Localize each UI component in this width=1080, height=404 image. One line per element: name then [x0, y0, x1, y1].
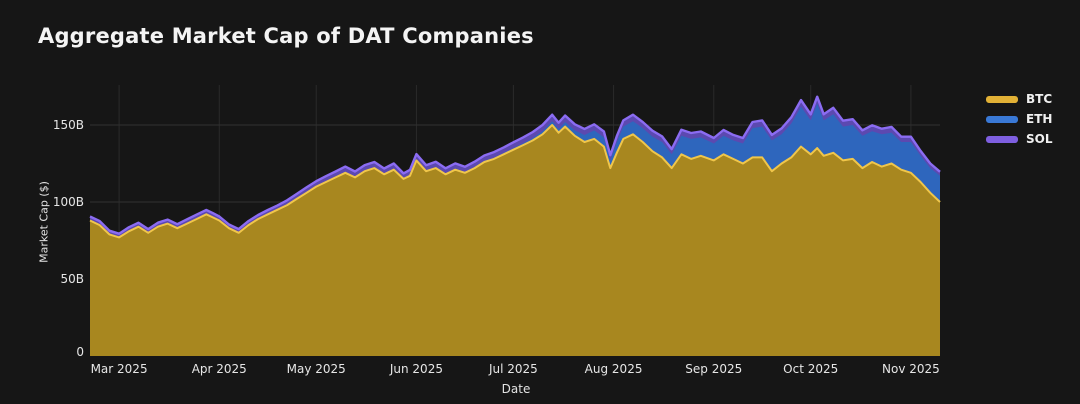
x-tick-label: Sep 2025 — [685, 362, 742, 376]
legend-label-eth: ETH — [1026, 112, 1053, 126]
x-tick-label: Jul 2025 — [488, 362, 538, 376]
sol-swatch-icon — [986, 135, 1018, 143]
x-tick-label: Oct 2025 — [783, 362, 838, 376]
x-tick-label: May 2025 — [287, 362, 346, 376]
legend-label-btc: BTC — [1026, 92, 1053, 106]
legend-item-eth[interactable]: ETH — [986, 112, 1053, 126]
y-axis-title: Market Cap ($) — [37, 181, 51, 263]
legend-item-btc[interactable]: BTC — [986, 92, 1053, 106]
area-btc — [90, 125, 940, 356]
line-btc — [89, 124, 941, 239]
legend-item-sol[interactable]: SOL — [986, 132, 1053, 146]
x-tick-label: Jun 2025 — [389, 362, 443, 376]
y-tick-label: 0 — [76, 345, 84, 359]
x-tick-label: Mar 2025 — [91, 362, 148, 376]
x-tick-label: Apr 2025 — [192, 362, 247, 376]
y-tick-label: 150B — [53, 118, 84, 132]
y-tick-label: 100B — [53, 195, 84, 209]
btc-swatch-icon — [986, 95, 1018, 103]
x-tick-label: Aug 2025 — [585, 362, 643, 376]
eth-swatch-icon — [986, 115, 1018, 123]
x-tick-label: Nov 2025 — [882, 362, 940, 376]
legend-label-sol: SOL — [1026, 132, 1053, 146]
x-axis-title: Date — [501, 382, 531, 396]
legend: BTC ETH SOL — [986, 92, 1053, 146]
chart-title: Aggregate Market Cap of DAT Companies — [38, 24, 534, 48]
y-tick-label: 50B — [60, 272, 84, 286]
line-sol — [89, 95, 941, 235]
